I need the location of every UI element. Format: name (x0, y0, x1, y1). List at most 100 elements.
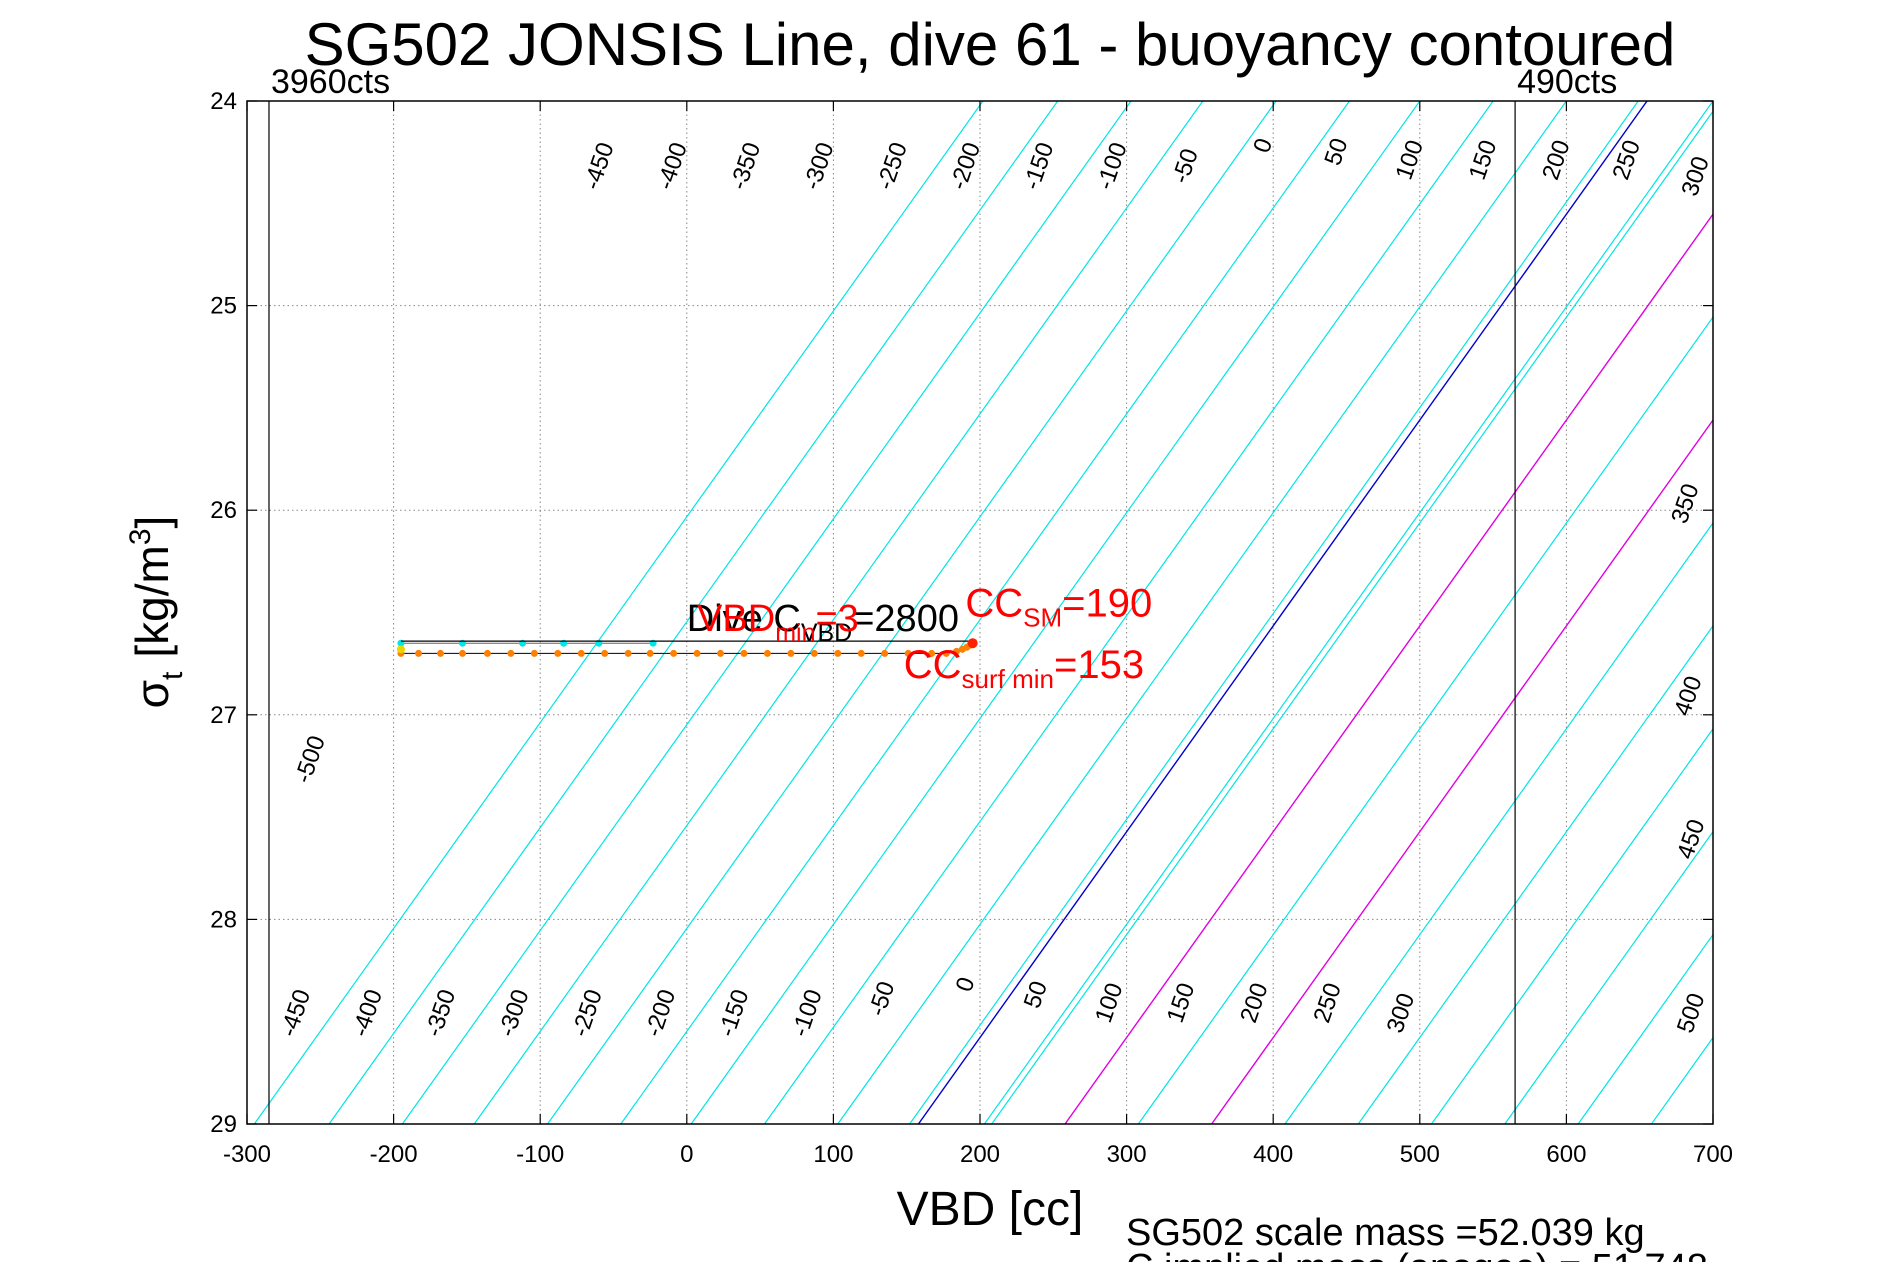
contour-label: -500 (290, 732, 331, 786)
data-point (857, 649, 865, 657)
data-point (953, 647, 961, 655)
data-point (810, 649, 818, 657)
contour-label: 50 (1019, 978, 1053, 1012)
contour-label: 150 (1162, 980, 1201, 1027)
start-marker (396, 645, 405, 654)
svg-text:σt[kg/m3]: σt [kg/m3] (124, 516, 189, 709)
annotation: Dive CVBD=2800 (687, 598, 959, 647)
contour-line (917, 101, 1648, 1124)
y-axis-superscript: 3 (124, 528, 157, 545)
data-point (740, 649, 748, 657)
contour-label: -400 (347, 986, 388, 1040)
contour-label: 200 (1537, 137, 1576, 184)
contour-line (1064, 213, 1713, 1124)
contour-label: -350 (420, 986, 461, 1040)
contour-label: 200 (1235, 980, 1274, 1027)
footer-line-1: SG502 scale mass =52.039 kg (1126, 1212, 1645, 1254)
data-point (483, 649, 491, 657)
contour-label: 0 (951, 974, 981, 995)
contour-line (983, 101, 1713, 1124)
contour-line (1431, 727, 1713, 1124)
chart-title: SG502 JONSIS Line, dive 61 - buoyancy co… (305, 11, 1676, 78)
contour-label: -50 (1167, 145, 1204, 187)
contour-line (1284, 521, 1713, 1124)
contour-label: 150 (1464, 137, 1503, 184)
contour-label: 300 (1382, 990, 1421, 1037)
contour-label: 250 (1308, 980, 1347, 1027)
x-tick-label: 400 (1253, 1141, 1293, 1168)
data-point (834, 649, 842, 657)
y-tick-label: 26 (210, 497, 237, 524)
x-tick-label: 500 (1400, 1141, 1440, 1168)
buoyancy-contours (253, 101, 1713, 1124)
y-tick-label: 25 (210, 293, 237, 320)
data-series (396, 638, 978, 657)
data-point (787, 649, 795, 657)
contour-label: -250 (872, 139, 913, 193)
y-axis-subscript: t (156, 671, 189, 680)
contour-label: 350 (1666, 480, 1705, 527)
x-tick-label: 0 (680, 1141, 693, 1168)
contour-line (991, 110, 1713, 1124)
contour-line (690, 101, 1421, 1124)
contour-line (473, 101, 1204, 1124)
data-point (763, 649, 771, 657)
contour-label: -50 (864, 978, 901, 1020)
annotation: CCsurf min=153 (904, 643, 1144, 694)
count-limit-lines: 3960cts 490cts (268, 63, 1617, 1124)
y-tick-label: 27 (210, 702, 237, 729)
x-tick-label: 700 (1693, 1141, 1733, 1168)
x-tick-label: 200 (960, 1141, 1000, 1168)
contour-line (764, 101, 1494, 1124)
data-point (437, 649, 445, 657)
contour-line (1211, 418, 1713, 1124)
footer-line-2: C implied mass (apogee) = 51.748 (1126, 1247, 1708, 1262)
contour-line (1137, 316, 1713, 1124)
data-point (693, 649, 701, 657)
x-tick-label: -200 (370, 1141, 418, 1168)
data-point (577, 649, 585, 657)
data-point (670, 649, 678, 657)
contour-line (909, 101, 1639, 1124)
annotation: VBDmin=3 (697, 598, 859, 647)
contour-label: -200 (640, 986, 681, 1040)
data-point (601, 649, 609, 657)
count-limit-label: 490cts (1517, 63, 1617, 101)
data-point (646, 649, 654, 657)
contour-label: 450 (1672, 816, 1711, 863)
x-tick-label: 600 (1546, 1141, 1586, 1168)
contour-line (253, 101, 984, 1124)
contour-label: -200 (945, 139, 986, 193)
data-point (554, 649, 562, 657)
y-tick-label: 29 (210, 1111, 237, 1138)
y-axis-units: [kg/m (126, 545, 178, 657)
contour-line (1504, 830, 1713, 1124)
data-point (530, 649, 538, 657)
axes: -300 -200 -100 0 100 200 300 400 500 600 700242526… (210, 88, 1733, 1168)
contour-label: 300 (1676, 153, 1715, 200)
data-point (459, 649, 467, 657)
contour-line (401, 101, 1132, 1124)
data-point (507, 649, 515, 657)
x-tick-label: 100 (813, 1141, 853, 1168)
contour-label: -250 (567, 986, 608, 1040)
data-point (881, 649, 889, 657)
contour-label: -300 (798, 139, 839, 193)
contour-label: 250 (1607, 137, 1646, 184)
contour-line (1577, 933, 1713, 1124)
contour-line (620, 101, 1350, 1124)
count-limit-label: 3960cts (271, 63, 390, 101)
contour-label: -150 (713, 986, 754, 1040)
contour-label: -350 (725, 139, 766, 193)
contour-label: -450 (578, 139, 619, 193)
x-tick-label: -100 (516, 1141, 564, 1168)
contour-line (837, 101, 1567, 1124)
data-point (928, 649, 936, 657)
contour-label: 100 (1090, 980, 1129, 1027)
data-point (415, 649, 423, 657)
data-point (904, 649, 912, 657)
contour-label: 500 (1672, 990, 1711, 1037)
y-axis-close: ] (126, 516, 178, 529)
